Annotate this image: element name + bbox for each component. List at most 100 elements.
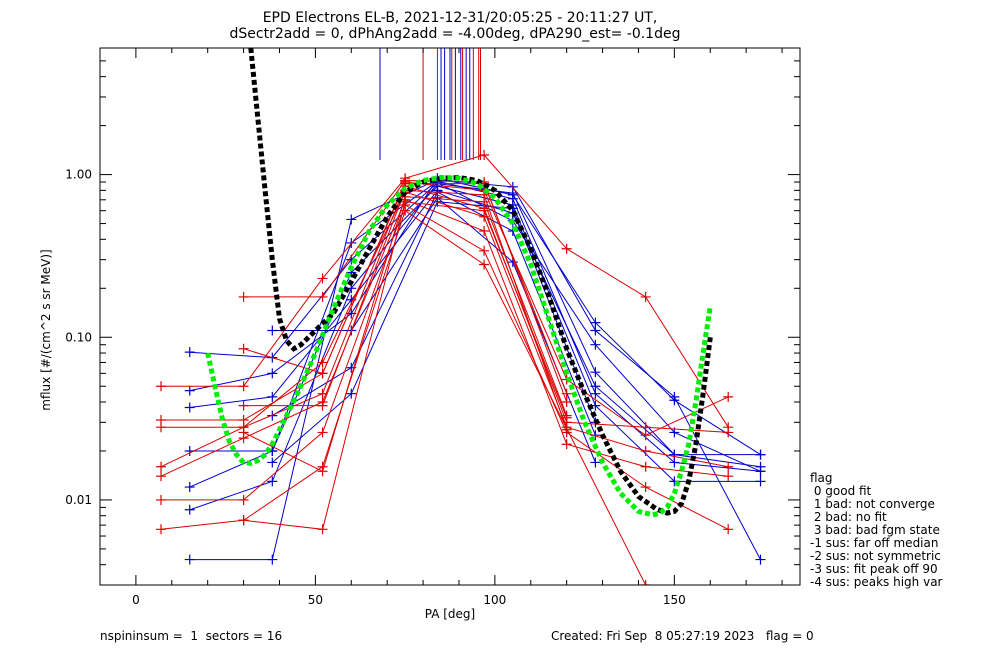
data-point-15-7 xyxy=(723,524,734,535)
data-layer xyxy=(156,48,766,585)
data-point-10-4 xyxy=(479,149,490,160)
data-point-17-0 xyxy=(238,291,249,302)
data-point-9-1 xyxy=(346,388,357,399)
data-point-10-5 xyxy=(561,243,572,254)
data-point-15-0 xyxy=(156,494,167,505)
data-point-15-6 xyxy=(640,482,651,493)
data-point-19-1 xyxy=(317,400,328,411)
x-tick-label-100: 100 xyxy=(483,593,506,607)
data-point-7-4 xyxy=(590,457,601,468)
data-point-20-0 xyxy=(238,427,249,438)
data-point-4-0 xyxy=(184,402,195,413)
data-point-8-0 xyxy=(267,410,278,421)
data-point-18-0 xyxy=(238,343,249,354)
data-point-14-7 xyxy=(723,471,734,482)
data-point-1-1 xyxy=(267,476,278,487)
data-point-0-7 xyxy=(755,554,766,565)
series-line-8 xyxy=(272,191,596,436)
y-tick-label-1: 0.10 xyxy=(65,330,92,344)
data-point-16-4 xyxy=(479,259,490,270)
data-point-15-4 xyxy=(479,245,490,256)
series-line-12 xyxy=(161,185,729,433)
series-line-7 xyxy=(272,197,596,463)
data-point-10-1 xyxy=(238,381,249,392)
plot-frame xyxy=(99,47,801,586)
data-point-6-7 xyxy=(755,466,766,477)
chart-title-line-1: EPD Electrons EL-B, 2021-12-31/20:05:25 … xyxy=(263,10,658,26)
data-point-0-2 xyxy=(346,214,357,225)
data-point-14-0 xyxy=(156,471,167,482)
data-point-6-5 xyxy=(590,339,601,350)
data-point-16-5 xyxy=(640,580,651,585)
data-point-10-2 xyxy=(317,273,328,284)
data-point-14-4 xyxy=(479,226,490,237)
data-point-20-1 xyxy=(317,466,328,477)
legend-item-2: 2 bad: no fit xyxy=(810,510,887,524)
legend-item-0: 0 good fit xyxy=(810,484,872,498)
data-point-5-5 xyxy=(590,317,601,328)
x-tick-label-150: 150 xyxy=(663,593,686,607)
series-line-13 xyxy=(160,191,729,468)
legend-item-5: -2 sus: not symmetric xyxy=(810,549,941,563)
data-point-21-2 xyxy=(400,196,411,207)
fit-layer xyxy=(205,48,713,518)
legend-item-1: 1 bad: not converge xyxy=(810,497,935,511)
data-point-20-3 xyxy=(479,196,490,207)
series-line-16 xyxy=(160,209,647,585)
series-line-1 xyxy=(189,183,761,511)
x-tick-label-50: 50 xyxy=(308,593,323,607)
data-point-21-1 xyxy=(317,524,328,535)
data-point-1-0 xyxy=(184,504,195,515)
fit-curve-black_fit xyxy=(248,48,713,516)
data-point-10-0 xyxy=(156,381,167,392)
series-line-5 xyxy=(189,177,761,456)
data-point-16-0 xyxy=(156,524,167,535)
legend: flag 0 good fit 1 bad: not converge 2 ba… xyxy=(810,471,943,589)
chart-title-line-2: dSectr2add = 0, dPhAng2add = -4.00deg, d… xyxy=(230,26,681,42)
data-point-3-7 xyxy=(755,476,766,487)
data-point-5-6 xyxy=(669,395,680,406)
series-line-9 xyxy=(271,201,596,463)
data-point-11-7 xyxy=(723,391,734,402)
data-point-4-6 xyxy=(669,449,680,460)
data-point-15-1 xyxy=(238,494,249,505)
data-point-0-1 xyxy=(267,554,278,565)
data-point-5-0 xyxy=(184,385,195,396)
data-point-19-0 xyxy=(238,400,249,411)
data-point-18-1 xyxy=(317,368,328,379)
data-point-16-3 xyxy=(400,205,411,216)
data-point-4-5 xyxy=(590,381,601,392)
data-point-12-7 xyxy=(723,427,734,438)
x-axis-label: PA [deg] xyxy=(425,607,475,621)
data-point-18-4 xyxy=(561,388,572,399)
data-point-19-4 xyxy=(561,424,572,435)
series-line-10 xyxy=(161,154,729,428)
series-line-14 xyxy=(160,199,729,477)
x-tick-label-0: 0 xyxy=(132,593,140,607)
footer-left-info: nspininsum = 1 sectors = 16 xyxy=(100,629,282,643)
data-point-2-0 xyxy=(184,482,195,493)
data-point-13-0 xyxy=(156,461,167,472)
legend-item-4: -1 sus: far off median xyxy=(810,536,938,550)
legend-item-6: -3 sus: fit peak off 90 xyxy=(810,562,938,576)
data-point-9-0 xyxy=(267,457,278,468)
data-point-12-6 xyxy=(640,422,651,433)
legend-item-7: -4 sus: peaks high var xyxy=(810,575,943,589)
legend-title: flag xyxy=(810,471,833,485)
legend-item-3: 3 bad: bad fgm state xyxy=(810,523,940,537)
data-point-4-1 xyxy=(267,391,278,402)
data-point-15-2 xyxy=(317,427,328,438)
data-point-6-3 xyxy=(432,177,443,188)
series-line-6 xyxy=(189,182,761,472)
data-point-7-0 xyxy=(267,325,278,336)
data-point-10-6 xyxy=(640,291,651,302)
data-point-5-7 xyxy=(755,449,766,460)
data-point-13-2 xyxy=(317,357,328,368)
data-point-21-0 xyxy=(238,515,249,526)
series-line-19 xyxy=(243,189,568,430)
data-point-21-4 xyxy=(561,412,572,423)
data-point-14-6 xyxy=(640,461,651,472)
data-point-1-5 xyxy=(590,367,601,378)
series-line-15 xyxy=(161,204,729,530)
